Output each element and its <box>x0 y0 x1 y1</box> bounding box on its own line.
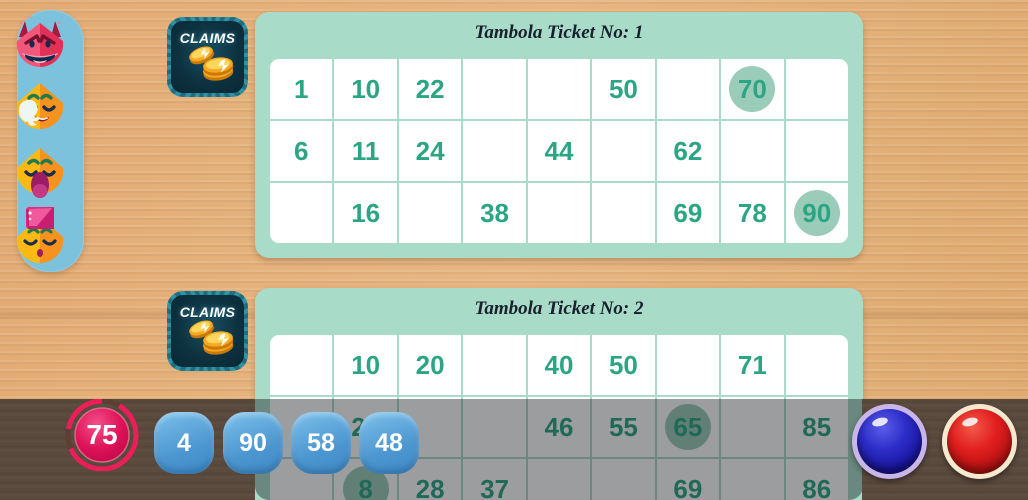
svg-text:75: 75 <box>86 419 117 450</box>
